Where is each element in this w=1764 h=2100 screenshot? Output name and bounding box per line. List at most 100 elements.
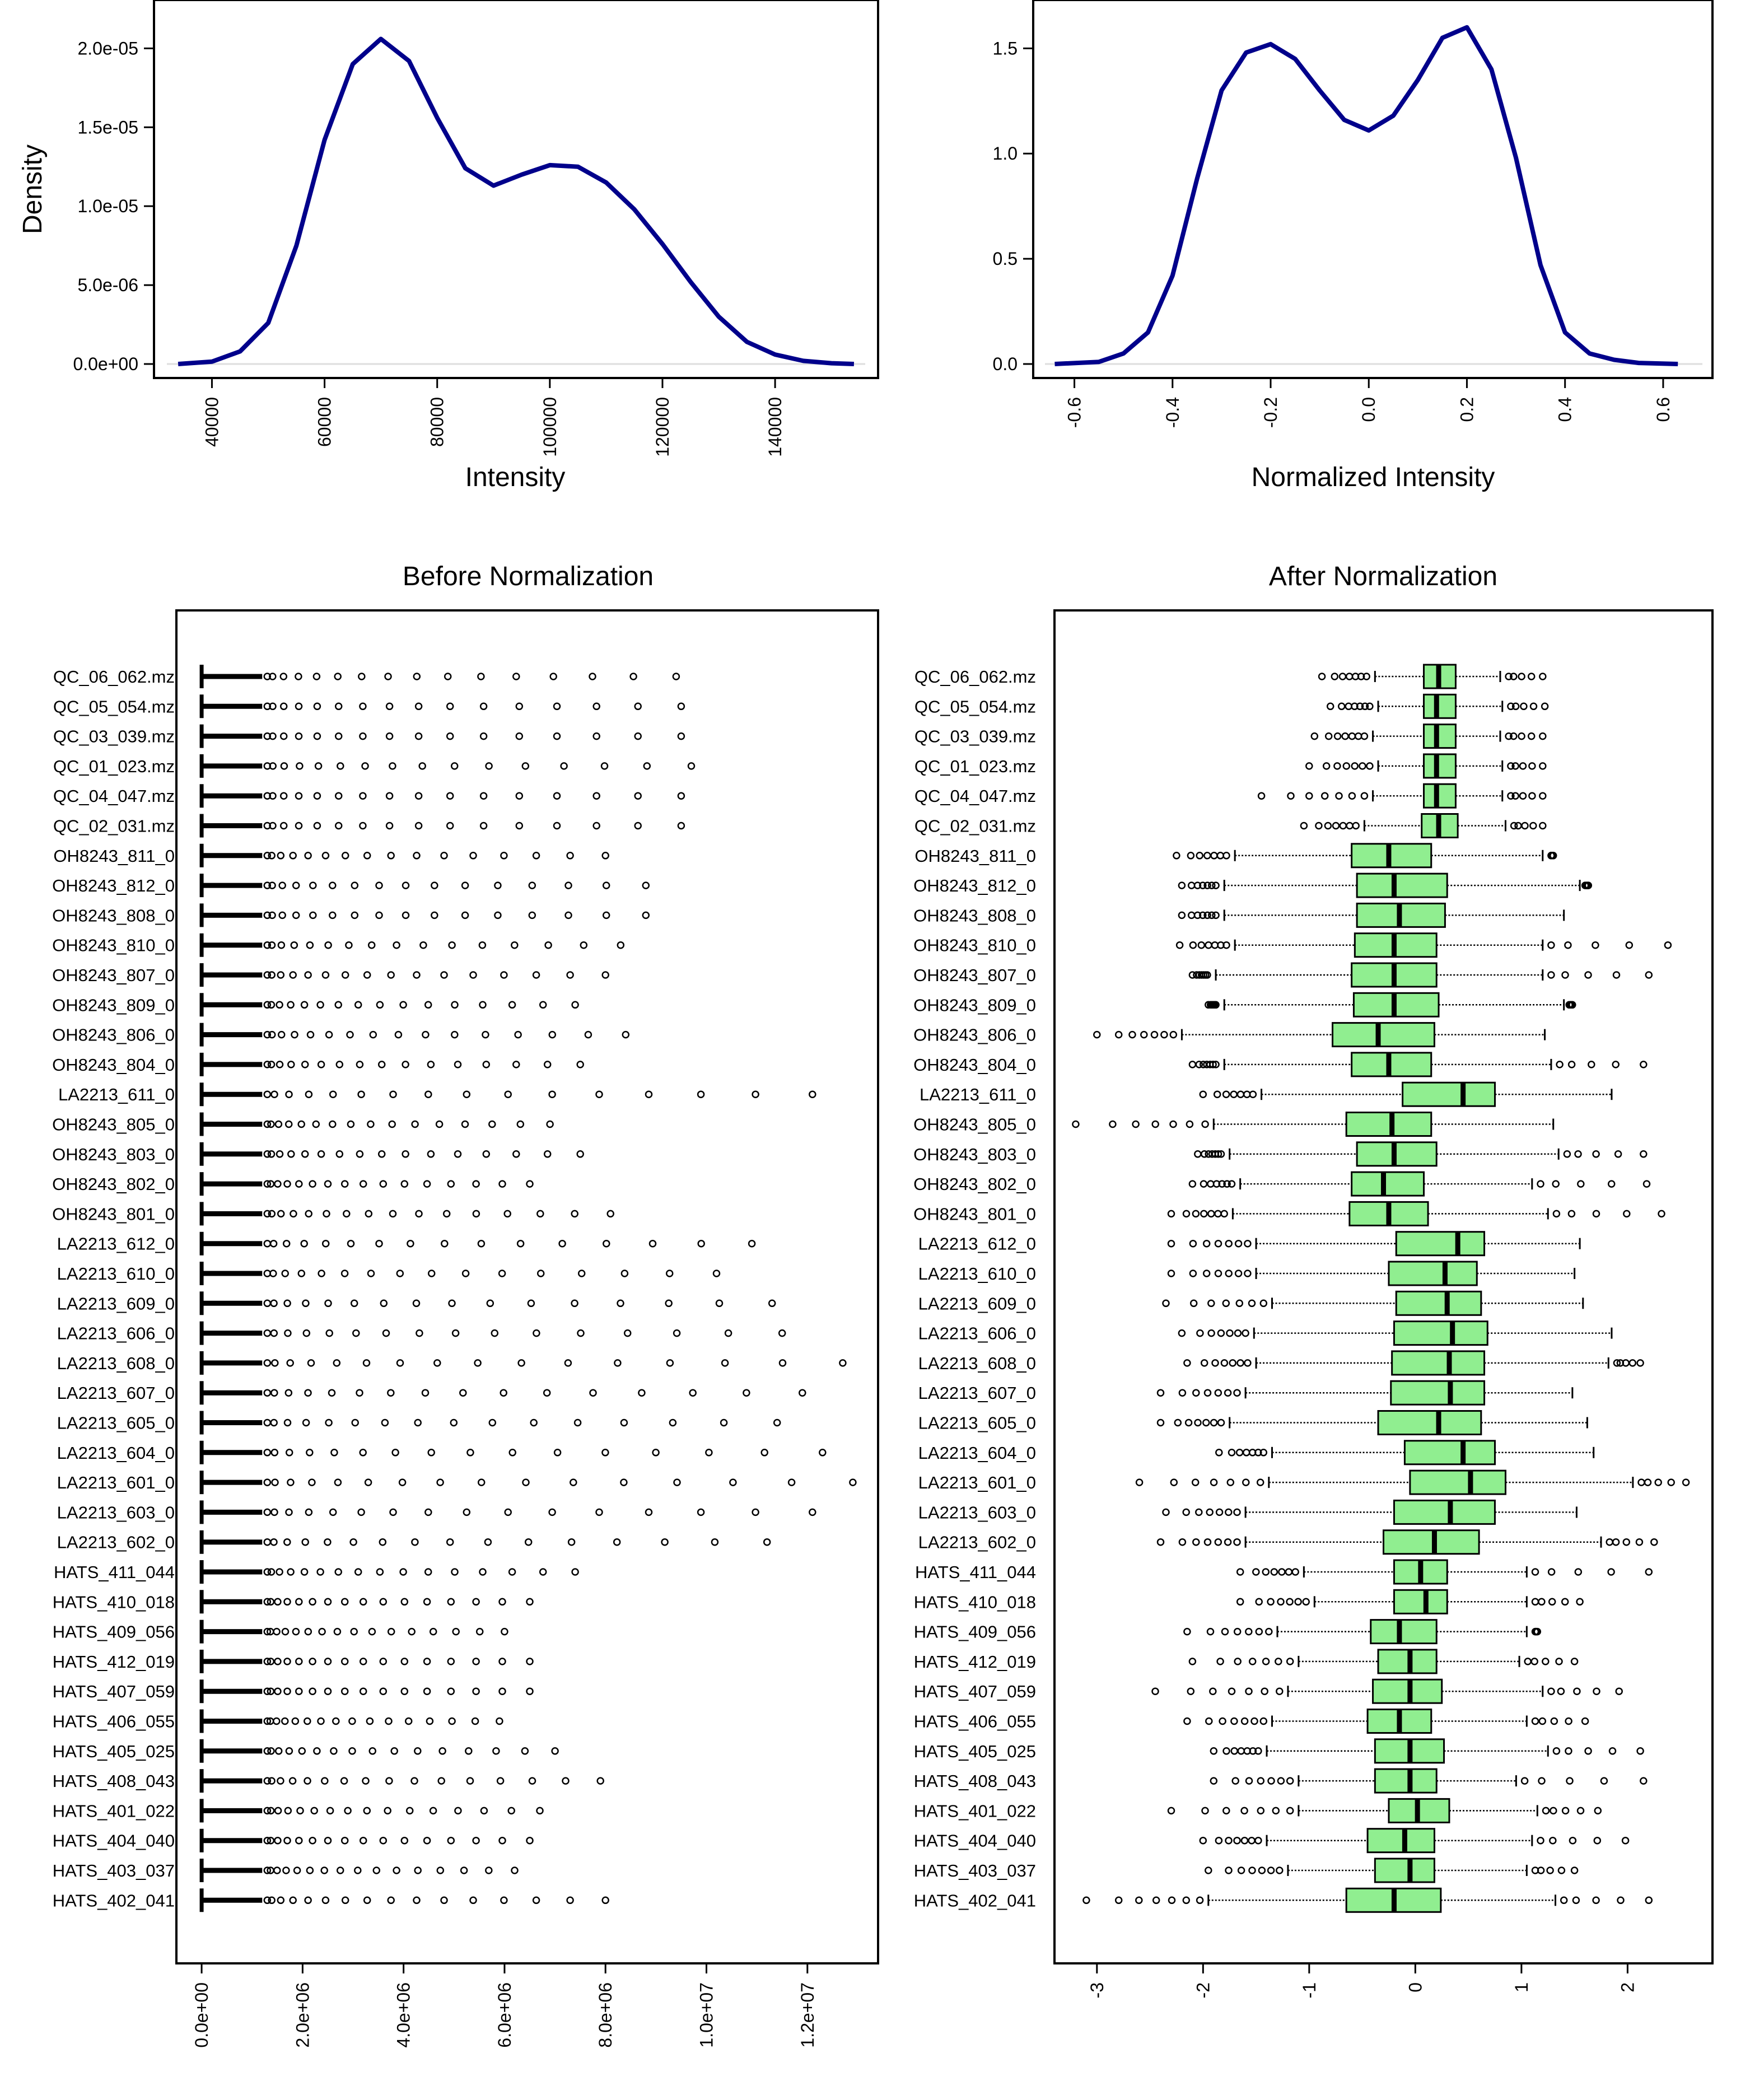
density-raw-x-tick-label: 100000 (540, 397, 560, 457)
boxplot-before-outlier-point (345, 941, 353, 949)
boxplot-after-outlier-point (1162, 1299, 1170, 1308)
boxplot-before-outlier-point (472, 1658, 480, 1665)
boxplot-before-outlier-point (390, 1747, 398, 1755)
boxplot-before-x-tick-label: 8.0e+06 (595, 1982, 615, 2048)
boxplot-after-sample-label: LA2213_604_0 (918, 1443, 1036, 1463)
boxplot-after-outlier-point (1216, 1658, 1224, 1665)
boxplot-after-sample-label: HATS_411_044 (915, 1562, 1036, 1582)
boxplot-before-outlier-point (304, 1896, 312, 1905)
boxplot-before-outlier-point (363, 1896, 371, 1905)
boxplot-before-outlier-point (512, 673, 520, 680)
boxplot-before-outlier-point (475, 1627, 484, 1636)
density-normalized-curve (1054, 25, 1678, 366)
boxplot-before-outlier-point (277, 852, 285, 860)
boxplot-before-panel: Before Normalization 0.0e+00 2.0e+06 4.0e+… (52, 562, 879, 2048)
boxplot-after-axes: -3 -2 -1 0 1 2 QC_06_062.mz QC_05_054.mz QC_03_0… (913, 667, 1637, 1998)
boxplot-after-outlier-point (1278, 1568, 1286, 1576)
boxplot-before-outlier-point (330, 1449, 338, 1457)
boxplot-after-outlier-point (1203, 971, 1211, 979)
boxplot-after-outlier-point (1215, 1836, 1223, 1845)
boxplot-before-outlier-point (268, 852, 276, 860)
boxplot-after-sample-label: HATS_402_041 (914, 1891, 1036, 1910)
boxplot-after-outlier-point (1514, 822, 1522, 830)
boxplot-before-outlier-point (400, 1598, 409, 1606)
boxplot-before-outlier-point (414, 822, 423, 830)
boxplot-before-outlier-point (617, 941, 625, 949)
boxplot-before-outlier-point (293, 1866, 301, 1874)
boxplot-after-outlier-point (1192, 1389, 1200, 1397)
boxplot-before-outlier-point (276, 1061, 284, 1068)
boxplot-after-outlier-point (1640, 1150, 1648, 1158)
boxplot-before-outlier-point (387, 1627, 395, 1636)
boxplot-before-outlier-point (454, 1061, 462, 1068)
boxplot-after-outlier-point (1574, 1568, 1583, 1576)
boxplot-after-outlier-point (1360, 732, 1369, 740)
boxplot-after-outlier-point (1234, 1658, 1242, 1665)
boxplot-before-outlier-point (295, 822, 303, 830)
boxplot-before-sample-label: HATS_410_018 (53, 1592, 175, 1612)
boxplot-before-outlier-point (601, 1896, 609, 1905)
boxplot-before-outlier-point (500, 971, 508, 979)
boxplot-before-outlier-point (269, 822, 277, 830)
boxplot-after-outlier-point (1135, 1478, 1144, 1486)
boxplot-before-outlier-point (601, 971, 609, 979)
boxplot-after-outlier-point (1210, 852, 1218, 860)
boxplot-after-outlier-point (1261, 1687, 1268, 1695)
boxplot-after-outlier-point (1187, 1687, 1195, 1695)
boxplot-after-outlier-point (1645, 1896, 1653, 1905)
boxplot-after-outlier-point (1635, 1538, 1644, 1546)
boxplot-before-outlier-point (400, 1687, 409, 1695)
boxplot-before-outlier-point (446, 1538, 454, 1546)
boxplot-after-outlier-point (1357, 673, 1365, 680)
boxplot-before-outlier-point (477, 673, 485, 680)
boxplot-before-outlier-point (269, 1270, 277, 1277)
boxplot-before-outlier-point (296, 1807, 304, 1815)
density-normalized-plot-frame (1032, 0, 1714, 379)
boxplot-after-box (1423, 783, 1457, 809)
boxplot-before-outlier-point (279, 732, 288, 740)
boxplot-after-outlier-point (1196, 1329, 1204, 1337)
boxplot-before-outlier-point (279, 702, 288, 711)
boxplot-before-outlier-point (333, 1359, 341, 1367)
boxplot-before-outlier-point (498, 1598, 506, 1606)
boxplot-before-outlier-point (491, 1329, 499, 1337)
boxplot-before-outlier-point (485, 1866, 493, 1874)
boxplot-after-outlier-point (1563, 1150, 1571, 1158)
boxplot-after-outlier-point (1335, 792, 1343, 800)
boxplot-after-outlier-point (1333, 732, 1342, 740)
boxplot-after-outlier-point (1510, 673, 1518, 680)
boxplot-before-outlier-point (283, 1180, 291, 1188)
boxplot-after-outlier-point (1203, 1538, 1212, 1546)
boxplot-after-outlier-point (1226, 1329, 1234, 1337)
boxplot-after-sample-label: QC_04_047.mz (914, 786, 1036, 806)
boxplot-before-outlier-point (389, 1210, 397, 1218)
boxplot-before-outlier-point (400, 1180, 409, 1188)
boxplot-before-outlier-point (558, 1239, 566, 1248)
boxplot-before-outlier-point (448, 1299, 456, 1308)
boxplot-after-outlier-point (1552, 1210, 1561, 1218)
boxplot-before-outlier-point (669, 1418, 677, 1427)
boxplot-before-outlier-point (375, 881, 383, 889)
boxplot-before-sample-label: HATS_411_044 (54, 1562, 175, 1582)
boxplot-before-outlier-point (295, 1598, 303, 1606)
boxplot-before-outlier-point (309, 1836, 316, 1845)
boxplot-before-outlier-point (423, 1836, 431, 1845)
boxplot-before-plot-frame (175, 609, 879, 1964)
boxplot-before-outlier-point (461, 1120, 469, 1128)
boxplot-before-outlier-point (359, 1180, 367, 1188)
boxplot-before-outlier-point (300, 1568, 309, 1576)
boxplot-after-outlier-point (1228, 1180, 1236, 1188)
boxplot-before-outlier-point (459, 1389, 467, 1397)
boxplot-before-title: Before Normalization (403, 562, 654, 591)
boxplot-before-outlier-point (528, 881, 536, 889)
boxplot-before-sample-label: HATS_402_041 (53, 1891, 175, 1910)
boxplot-after-outlier-point (1667, 1478, 1675, 1486)
boxplot-before-outlier-point (440, 971, 448, 979)
boxplot-before-outlier-point (379, 1538, 387, 1546)
boxplot-before-outlier-point (304, 1777, 311, 1785)
boxplot-before-outlier-point (488, 1120, 496, 1128)
boxplot-before-outlier-point (576, 1061, 584, 1068)
boxplot-before-outlier-point (367, 1270, 375, 1277)
boxplot-before-outlier-point (431, 911, 438, 920)
boxplot-before-outlier-point (431, 881, 438, 889)
